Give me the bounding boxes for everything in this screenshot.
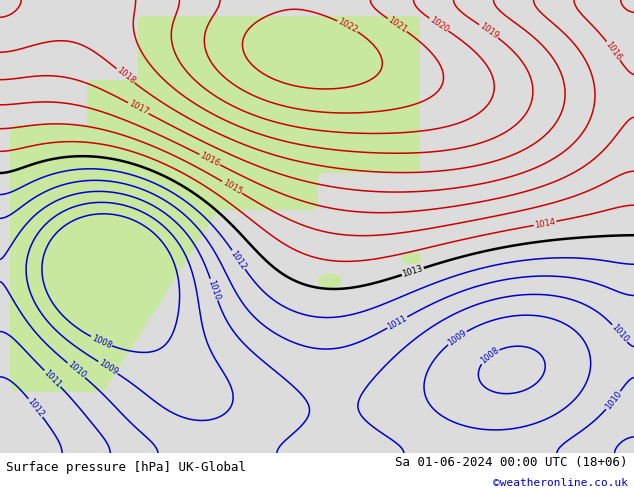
Text: Surface pressure [hPa] UK-Global: Surface pressure [hPa] UK-Global: [6, 461, 247, 474]
Text: Sa 01-06-2024 00:00 UTC (18+06): Sa 01-06-2024 00:00 UTC (18+06): [395, 456, 628, 469]
Text: 1012: 1012: [229, 248, 248, 271]
Text: ©weatheronline.co.uk: ©weatheronline.co.uk: [493, 478, 628, 489]
Text: 1014: 1014: [534, 217, 556, 230]
Text: 1017: 1017: [127, 99, 150, 117]
Text: 1008: 1008: [478, 345, 500, 366]
Text: 1019: 1019: [477, 22, 500, 41]
Text: 1016: 1016: [198, 151, 221, 169]
Text: 1010: 1010: [604, 390, 623, 412]
Text: 1015: 1015: [221, 178, 243, 196]
Text: 1020: 1020: [428, 15, 450, 34]
Text: 1022: 1022: [336, 17, 359, 35]
Text: 1011: 1011: [42, 368, 63, 389]
Text: 1018: 1018: [115, 66, 136, 86]
Text: 1009: 1009: [446, 328, 469, 347]
Text: 1008: 1008: [90, 333, 113, 350]
Text: 1009: 1009: [96, 358, 119, 377]
Text: 1011: 1011: [386, 314, 408, 332]
Text: 1013: 1013: [401, 264, 424, 279]
Text: 1012: 1012: [25, 397, 46, 419]
Text: 1021: 1021: [386, 15, 408, 35]
Text: 1010: 1010: [609, 322, 630, 344]
Text: 1010: 1010: [65, 360, 87, 381]
Text: 1016: 1016: [604, 40, 623, 62]
Text: 1010: 1010: [206, 278, 222, 301]
